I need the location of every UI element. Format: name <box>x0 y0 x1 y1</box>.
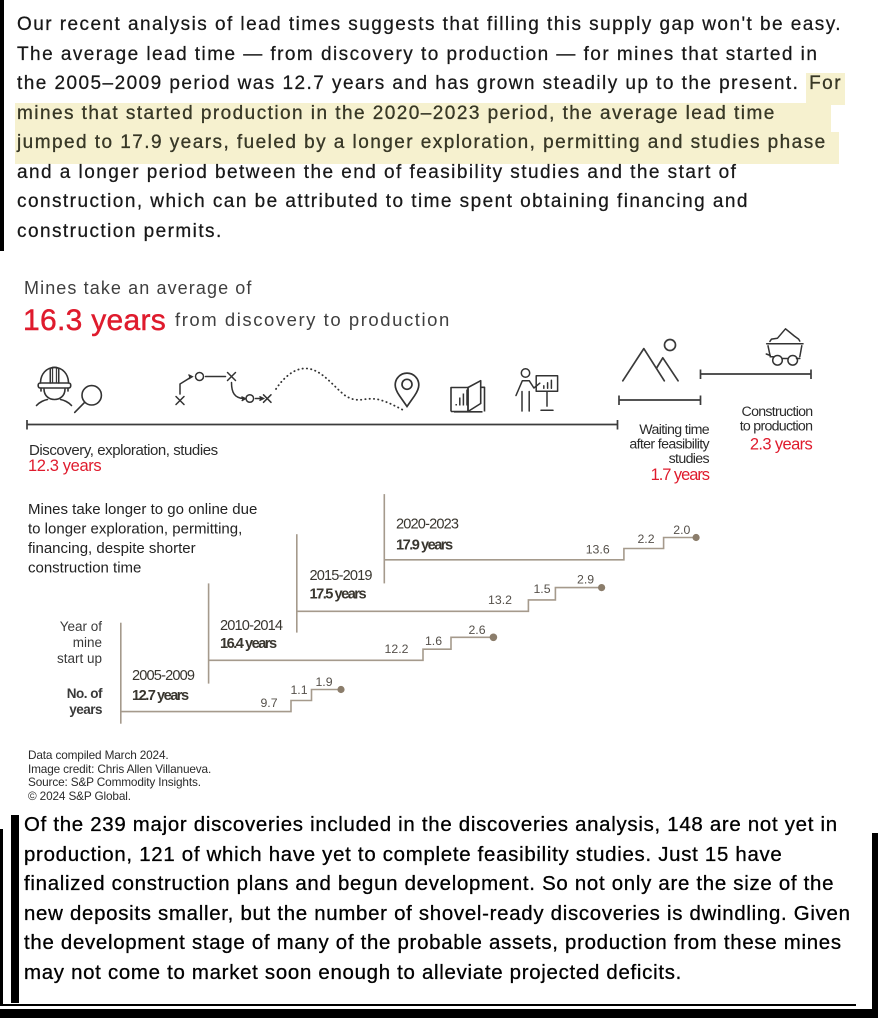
svg-text:construction time: construction time <box>28 560 141 577</box>
svg-text:Waiting time: Waiting time <box>639 422 709 438</box>
svg-text:2.0: 2.0 <box>673 523 690 537</box>
svg-text:Mines take longer to go online: Mines take longer to go online due <box>28 501 257 518</box>
svg-text:financing, despite shorter: financing, despite shorter <box>28 540 196 557</box>
svg-text:12.7 years: 12.7 years <box>132 688 189 704</box>
svg-text:2010-2014: 2010-2014 <box>220 618 283 634</box>
svg-text:mine: mine <box>73 635 102 650</box>
svg-text:1.5: 1.5 <box>533 582 550 596</box>
svg-text:13.2: 13.2 <box>488 593 512 607</box>
svg-text:2020-2023: 2020-2023 <box>396 517 459 533</box>
svg-text:2.9: 2.9 <box>577 573 594 587</box>
svg-text:17.9 years: 17.9 years <box>396 538 453 554</box>
svg-text:Discovery, exploration, studie: Discovery, exploration, studies <box>29 442 218 459</box>
svg-text:9.7: 9.7 <box>260 696 277 710</box>
svg-text:2.6: 2.6 <box>468 623 485 637</box>
svg-text:Year of: Year of <box>60 619 103 634</box>
svg-text:2005-2009: 2005-2009 <box>132 668 195 684</box>
svg-text:to longer exploration, permitt: to longer exploration, permitting, <box>28 521 242 538</box>
svg-text:1.9: 1.9 <box>315 675 332 689</box>
svg-text:to production: to production <box>740 419 813 435</box>
svg-text:years: years <box>69 702 102 717</box>
svg-text:1.1: 1.1 <box>290 683 307 697</box>
svg-text:1.6: 1.6 <box>425 634 442 648</box>
svg-text:12.2: 12.2 <box>385 642 409 656</box>
svg-text:studies: studies <box>669 451 710 467</box>
svg-text:17.5 years: 17.5 years <box>310 587 367 603</box>
svg-text:13.6: 13.6 <box>586 543 610 557</box>
svg-text:from discovery to production: from discovery to production <box>175 309 451 330</box>
svg-text:1.7 years: 1.7 years <box>651 466 710 484</box>
svg-text:16.4 years: 16.4 years <box>220 636 277 652</box>
svg-text:No. of: No. of <box>67 686 103 701</box>
svg-text:Construction: Construction <box>742 404 813 420</box>
svg-text:2.3 years: 2.3 years <box>750 436 813 454</box>
svg-text:2015-2019: 2015-2019 <box>310 568 373 584</box>
svg-text:2.2: 2.2 <box>637 532 654 546</box>
svg-text:start up: start up <box>57 651 102 666</box>
svg-text:Mines take an average of: Mines take an average of <box>24 278 253 298</box>
svg-text:after feasibility: after feasibility <box>629 437 710 453</box>
svg-text:12.3 years: 12.3 years <box>28 457 101 475</box>
svg-text:16.3 years: 16.3 years <box>23 304 166 337</box>
